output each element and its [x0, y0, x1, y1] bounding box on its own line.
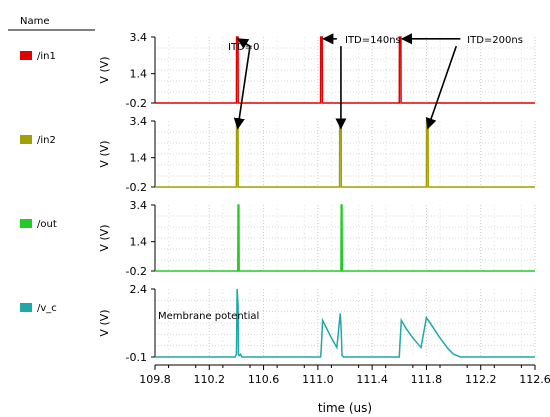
legend-label: /v_c [37, 303, 57, 314]
name-column-header: Name [20, 16, 50, 27]
y-tick-label: -0.1 [126, 351, 147, 364]
series-line-vc [155, 288, 535, 358]
y-tick-label: 2.4 [130, 283, 148, 296]
y-tick-label: -0.2 [126, 265, 147, 278]
y-axis-label: V (V) [98, 56, 111, 83]
x-tick-label: 110.2 [194, 373, 226, 386]
chart-layer: 3.4 1.4 -0.2 V (V) /in1 3.4 1.4 -0.2 V (V) /in2 3.… [20, 31, 550, 415]
legend-swatch [20, 51, 32, 60]
annotation-label: ITD=140ns [345, 35, 401, 46]
series-line-out [155, 204, 535, 272]
annotation-label: ITD=0 [228, 42, 260, 53]
y-tick-label: 3.4 [130, 199, 148, 212]
x-tick-label: 111.0 [302, 373, 334, 386]
legend-swatch [20, 219, 32, 228]
annotation-arrow [233, 46, 251, 130]
y-tick-label: 1.4 [130, 68, 148, 81]
annotation-label: ITD=200ns [467, 35, 523, 46]
y-axis-label: V (V) [98, 140, 111, 167]
annotation-arrow [236, 38, 251, 49]
legend-label: /in1 [37, 51, 56, 62]
y-tick-label: 1.4 [130, 152, 148, 165]
y-tick-label: 3.4 [130, 115, 148, 128]
annotation-arrow [425, 45, 458, 130]
y-tick-label: -0.2 [126, 181, 147, 194]
x-tick-label: 109.8 [139, 373, 171, 386]
legend-swatch [20, 135, 32, 144]
y-tick-label: -0.2 [126, 97, 147, 110]
legend-swatch [20, 303, 32, 312]
series-line-in1 [155, 36, 535, 104]
legend-label: /in2 [37, 135, 56, 146]
x-tick-label: 111.8 [411, 373, 443, 386]
x-tick-label: 112.6 [519, 373, 550, 386]
x-axis-label: time (us) [318, 401, 372, 415]
x-tick-label: 110.6 [248, 373, 280, 386]
y-axis-label: V (V) [98, 224, 111, 251]
x-tick-label: 111.4 [356, 373, 388, 386]
x-tick-label: 112.2 [465, 373, 497, 386]
annotation-text: Membrane potential [158, 311, 259, 322]
y-tick-label: 3.4 [130, 31, 148, 44]
legend-label: /out [37, 219, 57, 230]
y-tick-label: 1.4 [130, 236, 148, 249]
y-axis-label: V (V) [98, 309, 111, 336]
